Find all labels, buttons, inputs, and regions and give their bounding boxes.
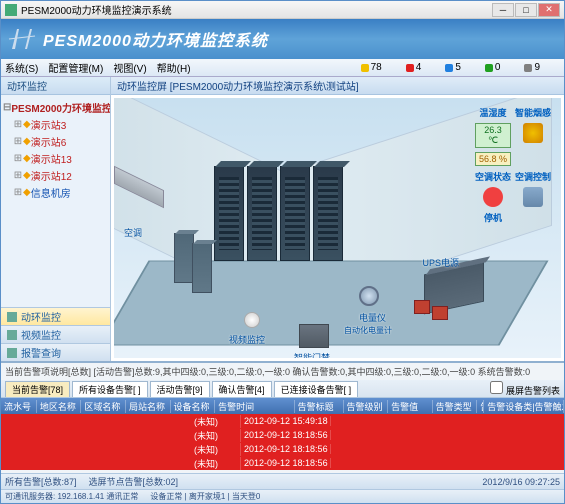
- status-screen-alarms: 选屏节点告警[总数:02]: [89, 475, 179, 488]
- banner-title: PESM2000动力环境监控系统: [43, 27, 268, 51]
- sidebar: 动环监控 ⊟ PESM2000力环境监控 ⊞◆ 演示站3⊞◆ 演示站6⊞◆ 演示…: [1, 77, 111, 361]
- minimize-button[interactable]: ─: [492, 3, 514, 17]
- stat-counter: 0: [485, 62, 511, 73]
- sensor-panel: 温湿度智能烟感 26.3 ℃ 56.8 % 空调状态空调控制 停机: [473, 106, 553, 228]
- alarm-tab[interactable]: 已连接设备告警[ ]: [274, 381, 359, 397]
- menubar: 系统(S) 配置管理(M) 视图(V) 帮助(H) 78 4 5 0 9: [1, 59, 564, 77]
- sidebar-tab[interactable]: 报警查询: [1, 343, 110, 361]
- video-label: 视频监控: [229, 333, 265, 346]
- humidity-value: 56.8 %: [475, 152, 511, 166]
- tree-node[interactable]: ⊞◆ 演示站13: [3, 150, 108, 167]
- banner-logo-icon: [7, 24, 37, 54]
- tree-node[interactable]: ⊞◆ 信息机房: [3, 184, 108, 201]
- banner: PESM2000动力环境监控系统: [1, 19, 564, 59]
- small-cabinet-1[interactable]: [174, 233, 194, 283]
- alarm-row[interactable]: (未知)2012-09-12 18:18:56: [1, 428, 564, 442]
- statusbar-2: 可通讯服务器: 192.168.1.41 通讯正常 设备正常 | 离开家境1 |…: [1, 489, 564, 503]
- alarm-summary: 当前告警项说明[总数] [活动告警]总数:9,其中四级:0,三级:0,二级:0,…: [1, 363, 564, 380]
- titlebar: PESM2000动力环境监控演示系统 ─ □ ✕: [1, 1, 564, 19]
- power-meter[interactable]: [359, 286, 383, 310]
- menu-help[interactable]: 帮助(H): [157, 60, 191, 75]
- smoke-sensor-icon: [523, 123, 543, 143]
- tree-node[interactable]: ⊞◆ 演示站12: [3, 167, 108, 184]
- ups-label: UPS电源: [422, 256, 459, 269]
- menu-view[interactable]: 视图(V): [113, 60, 146, 75]
- red-box-1[interactable]: [414, 300, 430, 314]
- content-title: 动环监控屏 [PESM2000动力环境监控演示系统\测试站]: [111, 77, 564, 95]
- alarm-table: 流水号地区名称区域名称局站名称设备名称告警时间告警标题告警级别告警值告警类型告警…: [1, 398, 564, 473]
- red-box-2[interactable]: [432, 306, 448, 320]
- app-icon: [5, 4, 17, 16]
- alarm-tab[interactable]: 当前告警[78]: [5, 381, 70, 397]
- alarm-row[interactable]: (未知)2012-09-12 18:18:56: [1, 456, 564, 470]
- sidebar-tab[interactable]: 动环监控: [1, 307, 110, 325]
- sidebar-tab[interactable]: 视频监控: [1, 325, 110, 343]
- tree-node[interactable]: ⊞◆ 演示站3: [3, 116, 108, 133]
- dome-camera[interactable]: [244, 312, 260, 328]
- status-counters: 78 4 5 0 9: [357, 62, 560, 73]
- stat-counter: 78: [361, 62, 392, 73]
- alarm-tabs: 当前告警[78]所有设备告警[ ]活动告警[9]确认告警[4]已连接设备告警[ …: [1, 380, 564, 398]
- alarm-row[interactable]: (未知)2012-09-12 15:49:18: [1, 414, 564, 428]
- tree-node[interactable]: ⊞◆ 演示站6: [3, 133, 108, 150]
- nav-tree: ⊟ PESM2000力环境监控 ⊞◆ 演示站3⊞◆ 演示站6⊞◆ 演示站13⊞◆…: [1, 95, 110, 307]
- alarm-tab[interactable]: 所有设备告警[ ]: [72, 381, 148, 397]
- alarm-panel: 当前告警项说明[总数] [活动告警]总数:9,其中四级:0,三级:0,二级:0,…: [1, 361, 564, 473]
- door-label: 智能门禁: [294, 351, 330, 359]
- window-title: PESM2000动力环境监控演示系统: [21, 2, 172, 17]
- stat-counter: 4: [406, 62, 432, 73]
- menu-config[interactable]: 配置管理(M): [48, 60, 103, 75]
- alarm-tab[interactable]: 确认告警[4]: [212, 381, 272, 397]
- menu-system[interactable]: 系统(S): [5, 60, 38, 75]
- ac-status-icon: [483, 187, 503, 207]
- status-time: 2012/9/16 09:27:25: [482, 477, 560, 487]
- expand-alarm-checkbox[interactable]: 展屏告警列表: [490, 381, 560, 397]
- tree-root[interactable]: ⊟ PESM2000力环境监控: [3, 99, 108, 116]
- status-all-alarms: 所有告警[总数:87]: [5, 475, 77, 488]
- meter-label: 电量仪: [359, 311, 386, 324]
- stat-counter: 5: [445, 62, 471, 73]
- temp-value: 26.3 ℃: [475, 123, 511, 148]
- aircon-label: 空调: [124, 226, 142, 239]
- server-cabinets[interactable]: [214, 166, 343, 261]
- alarm-tab[interactable]: 活动告警[9]: [150, 381, 210, 397]
- small-cabinet-2[interactable]: [192, 243, 212, 293]
- smart-door[interactable]: [299, 324, 329, 348]
- alarm-row[interactable]: (未知)2012-09-12 18:18:56: [1, 442, 564, 456]
- meter-sublabel: 自动化电量计: [344, 325, 392, 336]
- maximize-button[interactable]: □: [515, 3, 537, 17]
- tree-twisty-icon[interactable]: ⊟: [3, 102, 11, 113]
- ac-control-icon[interactable]: [523, 187, 543, 207]
- statusbar: 所有告警[总数:87] 选屏节点告警[总数:02] 2012/9/16 09:2…: [1, 473, 564, 489]
- stat-counter: 9: [524, 62, 550, 73]
- close-button[interactable]: ✕: [538, 3, 560, 17]
- sidebar-header: 动环监控: [1, 77, 110, 95]
- room-viewport[interactable]: 空调 视频监控 智能门禁 电量仪 自动化电量计: [113, 97, 562, 359]
